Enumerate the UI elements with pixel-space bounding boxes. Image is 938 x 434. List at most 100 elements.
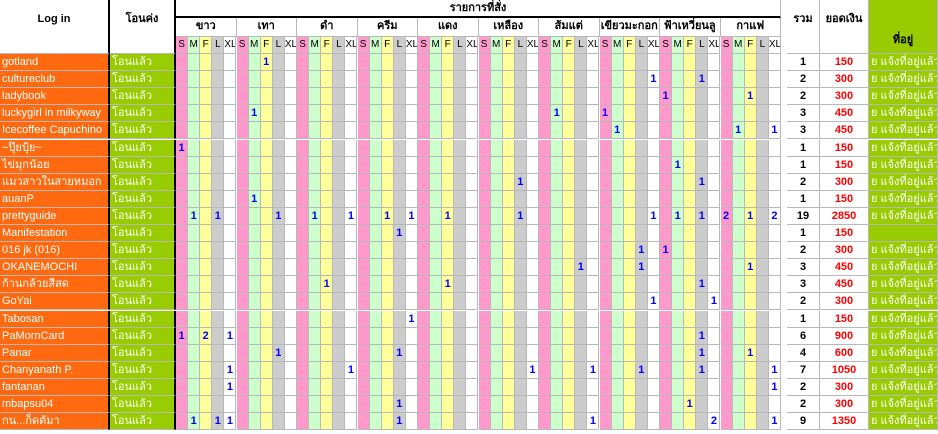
total-cell[interactable]: 2 bbox=[787, 396, 820, 414]
order-cell[interactable] bbox=[357, 54, 370, 72]
order-cell[interactable] bbox=[321, 105, 334, 123]
login-cell[interactable]: OKANEMOCHI bbox=[0, 259, 110, 277]
order-cell[interactable] bbox=[188, 396, 201, 414]
order-cell[interactable] bbox=[188, 310, 201, 328]
order-cell[interactable] bbox=[490, 156, 503, 174]
order-cell[interactable] bbox=[539, 293, 552, 311]
order-cell[interactable] bbox=[260, 207, 273, 225]
order-cell[interactable] bbox=[502, 396, 515, 414]
order-cell[interactable] bbox=[466, 293, 479, 311]
order-cell[interactable] bbox=[430, 225, 443, 243]
order-cell[interactable] bbox=[393, 259, 406, 277]
order-cell[interactable] bbox=[200, 105, 213, 123]
order-cell[interactable] bbox=[514, 190, 527, 208]
order-cell[interactable] bbox=[454, 327, 467, 345]
order-cell[interactable] bbox=[297, 173, 310, 191]
order-cell[interactable] bbox=[490, 225, 503, 243]
order-cell[interactable] bbox=[260, 173, 273, 191]
order-cell[interactable] bbox=[551, 88, 564, 106]
order-cell[interactable] bbox=[611, 276, 624, 294]
order-cell[interactable] bbox=[587, 105, 600, 123]
address-cell[interactable]: ย แจ้งที่อยู่แล้ว bbox=[869, 259, 938, 277]
order-cell[interactable] bbox=[393, 293, 406, 311]
order-cell[interactable] bbox=[768, 327, 781, 345]
order-cell[interactable] bbox=[345, 327, 358, 345]
order-cell[interactable] bbox=[611, 190, 624, 208]
order-cell[interactable] bbox=[526, 225, 539, 243]
order-cell[interactable] bbox=[357, 344, 370, 362]
order-cell[interactable] bbox=[260, 242, 273, 260]
order-cell[interactable] bbox=[454, 378, 467, 396]
order-cell[interactable] bbox=[333, 327, 346, 345]
order-cell[interactable] bbox=[381, 105, 394, 123]
order-cell[interactable] bbox=[297, 293, 310, 311]
order-cell[interactable] bbox=[212, 327, 225, 345]
order-cell[interactable] bbox=[236, 105, 249, 123]
size-header[interactable]: F bbox=[200, 37, 213, 54]
order-cell[interactable] bbox=[321, 54, 334, 72]
order-cell[interactable] bbox=[708, 242, 721, 260]
order-cell[interactable] bbox=[720, 396, 733, 414]
address-cell[interactable]: ย แจ้งที่อยู่แล้ว bbox=[869, 173, 938, 191]
order-cell[interactable]: 1 bbox=[405, 310, 418, 328]
order-cell[interactable] bbox=[393, 276, 406, 294]
order-cell[interactable] bbox=[321, 225, 334, 243]
order-cell[interactable] bbox=[466, 396, 479, 414]
order-cell[interactable] bbox=[478, 361, 491, 379]
order-cell[interactable] bbox=[587, 54, 600, 72]
order-cell[interactable] bbox=[260, 139, 273, 157]
order-cell[interactable] bbox=[212, 259, 225, 277]
order-cell[interactable] bbox=[623, 293, 636, 311]
order-cell[interactable] bbox=[744, 242, 757, 260]
order-cell[interactable] bbox=[478, 310, 491, 328]
order-cell[interactable] bbox=[297, 276, 310, 294]
order-cell[interactable]: 1 bbox=[635, 242, 648, 260]
order-cell[interactable] bbox=[744, 173, 757, 191]
order-cell[interactable] bbox=[563, 242, 576, 260]
order-cell[interactable] bbox=[514, 259, 527, 277]
order-cell[interactable] bbox=[200, 413, 213, 431]
order-cell[interactable] bbox=[260, 259, 273, 277]
color-header-4[interactable]: แดง bbox=[418, 18, 479, 37]
order-cell[interactable] bbox=[393, 207, 406, 225]
address-cell[interactable]: ย แจ้งที่อยู่แล้ว bbox=[869, 122, 938, 140]
order-cell[interactable] bbox=[502, 105, 515, 123]
order-cell[interactable] bbox=[176, 207, 189, 225]
order-cell[interactable] bbox=[369, 173, 382, 191]
order-cell[interactable] bbox=[236, 173, 249, 191]
size-header[interactable]: XL bbox=[647, 37, 660, 54]
order-cell[interactable] bbox=[442, 54, 455, 72]
order-cell[interactable] bbox=[188, 173, 201, 191]
order-cell[interactable]: 1 bbox=[660, 242, 673, 260]
order-cell[interactable] bbox=[321, 413, 334, 431]
order-cell[interactable] bbox=[188, 242, 201, 260]
order-cell[interactable] bbox=[260, 293, 273, 311]
order-cell[interactable] bbox=[357, 156, 370, 174]
order-cell[interactable] bbox=[260, 105, 273, 123]
order-cell[interactable] bbox=[405, 225, 418, 243]
order-cell[interactable]: 1 bbox=[345, 207, 358, 225]
order-cell[interactable] bbox=[660, 276, 673, 294]
order-cell[interactable] bbox=[418, 259, 431, 277]
amount-cell[interactable]: 150 bbox=[820, 225, 869, 243]
order-cell[interactable] bbox=[551, 327, 564, 345]
order-cell[interactable] bbox=[768, 88, 781, 106]
order-cell[interactable] bbox=[502, 276, 515, 294]
order-cell[interactable] bbox=[248, 122, 261, 140]
size-header[interactable]: L bbox=[454, 37, 467, 54]
order-cell[interactable] bbox=[284, 327, 297, 345]
order-cell[interactable] bbox=[611, 173, 624, 191]
order-cell[interactable] bbox=[514, 327, 527, 345]
order-cell[interactable] bbox=[563, 122, 576, 140]
login-cell[interactable]: GoYai bbox=[0, 293, 110, 311]
order-cell[interactable] bbox=[768, 156, 781, 174]
order-cell[interactable] bbox=[756, 396, 769, 414]
order-cell[interactable] bbox=[309, 378, 322, 396]
order-cell[interactable] bbox=[514, 225, 527, 243]
status-cell[interactable]: โอนแล้ว bbox=[110, 327, 176, 345]
order-cell[interactable] bbox=[478, 259, 491, 277]
order-cell[interactable] bbox=[176, 225, 189, 243]
order-cell[interactable] bbox=[466, 190, 479, 208]
order-cell[interactable] bbox=[563, 413, 576, 431]
order-cell[interactable] bbox=[623, 396, 636, 414]
